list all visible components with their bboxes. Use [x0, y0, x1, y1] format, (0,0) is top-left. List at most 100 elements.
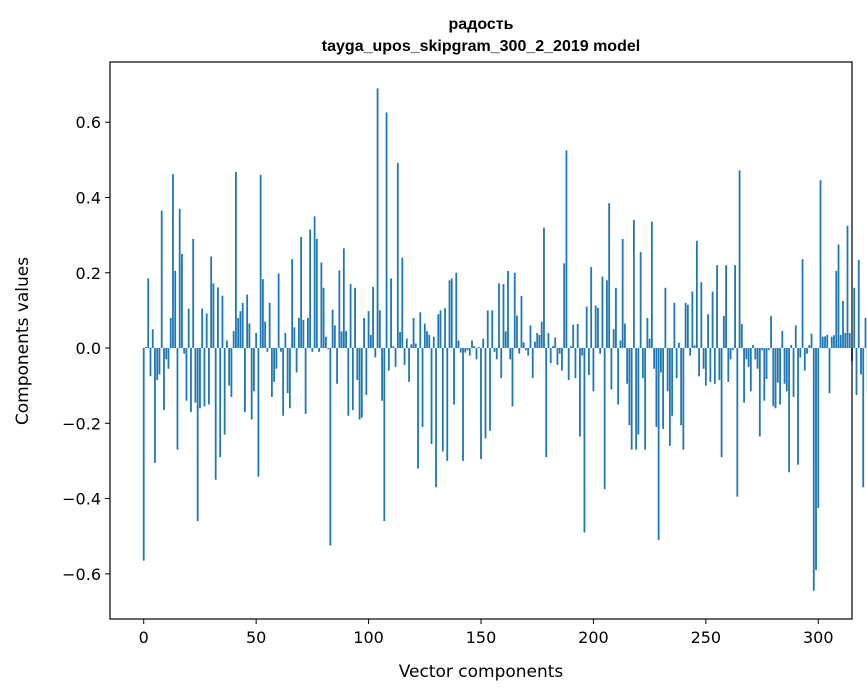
bar-component-24 — [196, 348, 199, 522]
bar-component-114 — [399, 331, 401, 349]
bar-component-53 — [262, 279, 264, 349]
bar-component-80 — [322, 287, 325, 349]
bar-component-131 — [437, 314, 440, 349]
bar-component-168 — [520, 296, 523, 349]
x-tick-label: 300 — [803, 628, 834, 647]
bar-component-210 — [615, 287, 617, 349]
bar-component-125 — [423, 323, 426, 349]
bar-component-270 — [749, 348, 752, 392]
y-axis-ticks: −0.6 −0.4 −0.2 0.0 0.2 0.4 0.6 — [62, 113, 110, 584]
bar-component-130 — [435, 348, 437, 488]
bar-component-225 — [648, 338, 651, 349]
bar-component-170 — [525, 348, 527, 351]
bar-component-224 — [646, 317, 649, 349]
bar-component-150 — [480, 348, 482, 460]
bar-component-115 — [401, 257, 404, 349]
bar-component-100 — [367, 311, 370, 349]
bar-component-33 — [217, 287, 219, 349]
bar-component-194 — [579, 348, 581, 437]
bar-component-302 — [821, 336, 824, 349]
bar-component-136 — [448, 280, 451, 349]
bar-component-320 — [862, 348, 865, 488]
bar-component-82 — [327, 348, 329, 350]
bar-component-304 — [826, 334, 829, 349]
bar-component-66 — [291, 259, 294, 349]
bar-component-277 — [765, 348, 768, 379]
bar-component-60 — [277, 273, 280, 349]
bar-component-25 — [199, 348, 201, 409]
bar-component-41 — [235, 171, 237, 349]
bar-component-275 — [761, 348, 763, 351]
bar-component-96 — [358, 348, 361, 420]
bar-component-86 — [336, 348, 338, 384]
bar-component-8 — [160, 210, 163, 349]
bar-component-95 — [356, 348, 359, 381]
bar-component-29 — [208, 348, 210, 405]
bar-component-217 — [630, 348, 633, 450]
bar-component-196 — [583, 348, 586, 533]
bar-component-22 — [192, 238, 195, 349]
bar-component-267 — [743, 348, 745, 403]
bar-component-281 — [774, 348, 777, 409]
bar-component-143 — [464, 348, 467, 353]
bar-component-256 — [718, 348, 721, 381]
bar-component-147 — [473, 346, 476, 349]
bar-component-91 — [347, 348, 350, 416]
bar-component-6 — [156, 348, 159, 381]
bar-component-228 — [655, 348, 658, 428]
bar-component-171 — [527, 348, 530, 356]
bar-component-204 — [601, 276, 604, 349]
bar-component-31 — [212, 283, 215, 349]
bar-component-18 — [183, 348, 186, 354]
bar-component-5 — [154, 348, 156, 463]
bar-component-261 — [729, 348, 732, 360]
bar-component-208 — [610, 348, 613, 390]
bar-component-163 — [509, 348, 512, 360]
bar-component-93 — [351, 348, 354, 411]
bar-component-2 — [147, 278, 150, 349]
bar-component-64 — [286, 348, 289, 394]
x-tick-label: 150 — [466, 628, 497, 647]
bar-component-78 — [318, 348, 321, 352]
bar-component-214 — [624, 323, 626, 349]
bar-component-49 — [253, 348, 255, 392]
bar-component-269 — [747, 348, 750, 367]
y-tick-label: 0.2 — [76, 264, 101, 283]
bar-component-83 — [329, 348, 332, 546]
bar-component-188 — [565, 150, 568, 349]
bar-component-10 — [165, 348, 168, 360]
chart-title: радость — [449, 16, 514, 33]
bar-component-58 — [273, 348, 276, 382]
bar-component-195 — [581, 348, 584, 356]
bar-component-85 — [333, 325, 336, 349]
bar-component-297 — [810, 333, 813, 349]
bar-component-229 — [657, 348, 660, 540]
bar-component-272 — [754, 348, 757, 360]
bar-component-212 — [619, 340, 622, 349]
bar-component-118 — [408, 348, 410, 382]
bar-component-124 — [421, 348, 424, 428]
bar-component-69 — [297, 317, 300, 349]
bar-component-139 — [455, 272, 458, 349]
bar-component-291 — [797, 348, 799, 465]
bar-component-213 — [621, 238, 624, 349]
bar-component-273 — [756, 348, 759, 369]
bar-component-97 — [360, 348, 363, 418]
bar-component-98 — [363, 317, 365, 349]
bar-component-74 — [309, 229, 312, 349]
bar-component-235 — [671, 348, 674, 416]
bar-component-156 — [493, 348, 496, 352]
bar-component-189 — [567, 348, 570, 381]
bar-component-319 — [860, 348, 862, 375]
bar-component-296 — [808, 345, 811, 349]
bar-component-311 — [842, 300, 844, 349]
bar-component-223 — [644, 348, 647, 450]
bar-component-250 — [704, 348, 707, 386]
bar-component-27 — [203, 348, 206, 407]
bar-component-252 — [709, 348, 712, 382]
bar-component-234 — [668, 348, 671, 446]
y-tick-label: −0.2 — [62, 414, 101, 433]
bar-component-109 — [387, 348, 390, 371]
bar-component-146 — [471, 340, 473, 349]
bar-component-167 — [518, 348, 521, 354]
